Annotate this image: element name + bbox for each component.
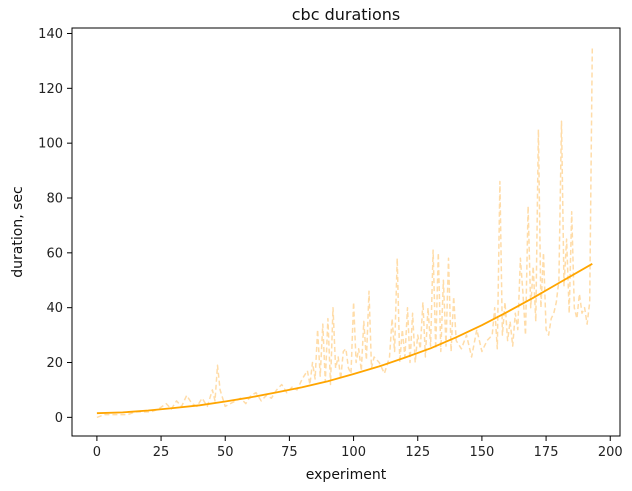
- x-tick-label: 125: [405, 445, 430, 460]
- x-tick-label: 100: [341, 445, 366, 460]
- y-tick-label: 80: [46, 192, 63, 207]
- series-raw-durations-line: [96, 47, 594, 419]
- plot-series: [96, 47, 594, 419]
- x-tick-label: 200: [598, 445, 623, 460]
- y-tick-label: 40: [46, 301, 63, 316]
- y-tick-label: 120: [38, 82, 63, 97]
- x-tick-label: 150: [469, 445, 494, 460]
- x-tick-label: 175: [534, 445, 559, 460]
- x-tick-label: 25: [153, 445, 170, 460]
- y-tick-label: 140: [38, 27, 63, 42]
- y-tick-label: 60: [46, 246, 63, 261]
- y-axis-label: duration, sec: [10, 186, 26, 277]
- x-tick-label: 50: [217, 445, 234, 460]
- x-axis-ticks: 0 25 50 75 100 125 150 175 200: [93, 436, 623, 460]
- y-tick-label: 20: [46, 356, 63, 371]
- series-trend-line: [96, 263, 593, 415]
- x-tick-label: 0: [93, 445, 101, 460]
- y-tick-label: 100: [38, 137, 63, 152]
- x-axis-label: experiment: [306, 467, 387, 483]
- plot-frame: [71, 27, 621, 437]
- y-tick-label: 0: [55, 411, 63, 426]
- x-tick-label: 75: [281, 445, 298, 460]
- chart-title: cbc durations: [292, 5, 401, 24]
- y-axis-ticks: 0 20 40 60 80 100 120 140: [38, 27, 72, 426]
